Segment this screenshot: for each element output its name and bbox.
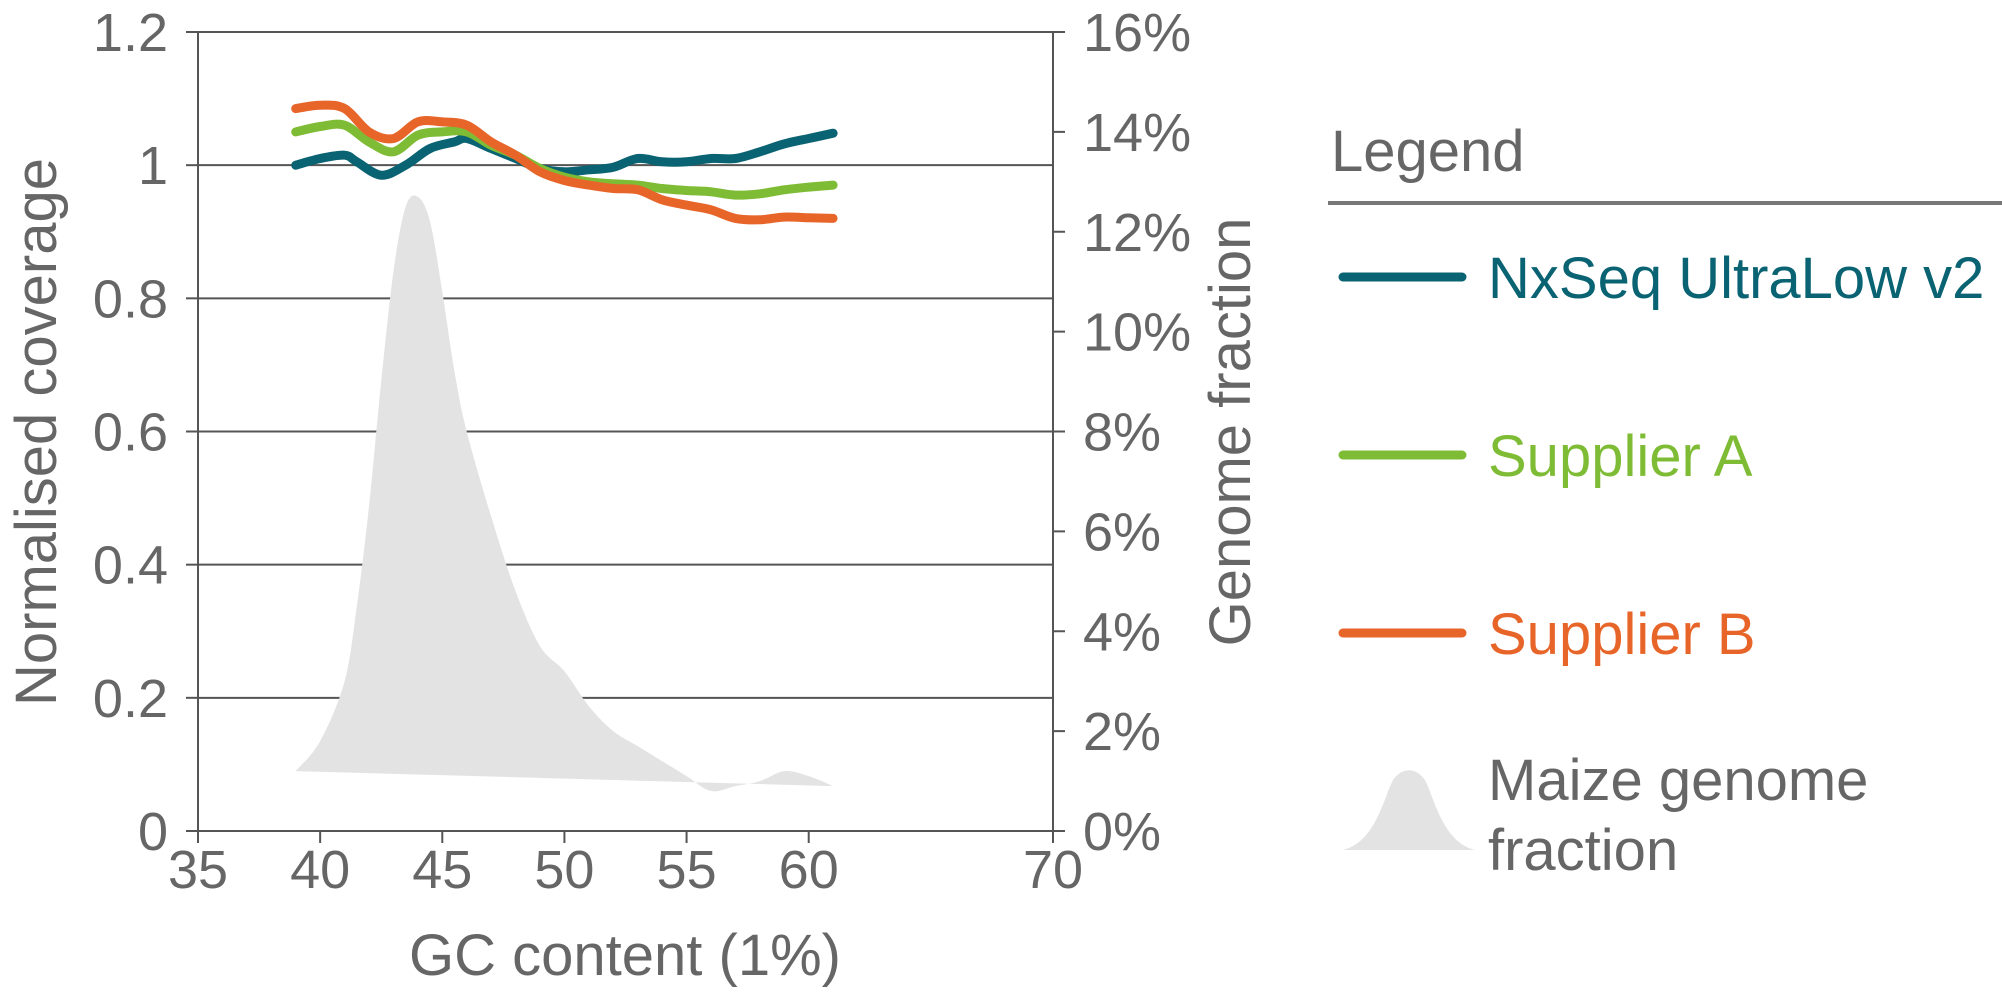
right-y-axis-title: Genome fraction (1198, 218, 1263, 647)
y-right-tick-label: 16% (1083, 3, 1191, 63)
y-right-tick-label: 0% (1083, 802, 1161, 862)
legend-swatch-genome-area (1343, 770, 1475, 850)
x-tick-label: 55 (657, 840, 717, 900)
x-tick-label: 40 (290, 840, 350, 900)
y-left-tick-label: 0.6 (93, 403, 168, 463)
gridlines (198, 31, 1053, 699)
y-left-tick-label: 0 (138, 802, 168, 862)
y-left-tick-label: 0.4 (93, 536, 168, 596)
left-y-axis-title: Normalised coverage (4, 158, 69, 706)
legend-title: Legend (1331, 119, 1525, 184)
x-tick-label: 35 (168, 840, 228, 900)
y-right-tick-label: 10% (1083, 303, 1191, 363)
y-left-tick-label: 1 (138, 136, 168, 196)
x-tick-label: 60 (779, 840, 839, 900)
tick-labels: 35 40 45 50 55 60 70 0 0.2 0.4 0.6 0.8 1 1.2 0% 2% 4% 6% 8… (93, 3, 1191, 900)
legend-label-nxseq: NxSeq UltraLow v2 (1488, 246, 1984, 311)
y-right-tick-label: 6% (1083, 502, 1161, 562)
y-left-tick-label: 1.2 (93, 3, 168, 63)
genome-fraction-area-group (295, 195, 834, 792)
y-right-tick-label: 2% (1083, 702, 1161, 762)
y-right-tick-label: 14% (1083, 103, 1191, 163)
legend-label-genome-line1: Maize genome (1488, 748, 1868, 813)
y-left-tick-label: 0.8 (93, 269, 168, 329)
legend-label-supplier-a: Supplier A (1488, 424, 1753, 489)
x-axis-title: GC content (1%) (409, 923, 841, 988)
y-right-tick-label: 12% (1083, 203, 1191, 263)
legend: Legend NxSeq UltraLow v2 Supplier A Supp… (1328, 119, 2002, 883)
coverage-series-group (291, 100, 838, 225)
legend-label-genome-line2: fraction (1488, 818, 1678, 883)
legend-label-supplier-b: Supplier B (1488, 602, 1756, 667)
y-left-tick-label: 0.2 (93, 669, 168, 729)
y-right-tick-label: 4% (1083, 602, 1161, 662)
series-line-supplier-b (291, 100, 838, 225)
genome-fraction-area (295, 195, 834, 792)
x-tick-label: 70 (1023, 840, 1083, 900)
x-tick-label: 45 (412, 840, 472, 900)
y-right-tick-label: 8% (1083, 403, 1161, 463)
x-tick-label: 50 (534, 840, 594, 900)
